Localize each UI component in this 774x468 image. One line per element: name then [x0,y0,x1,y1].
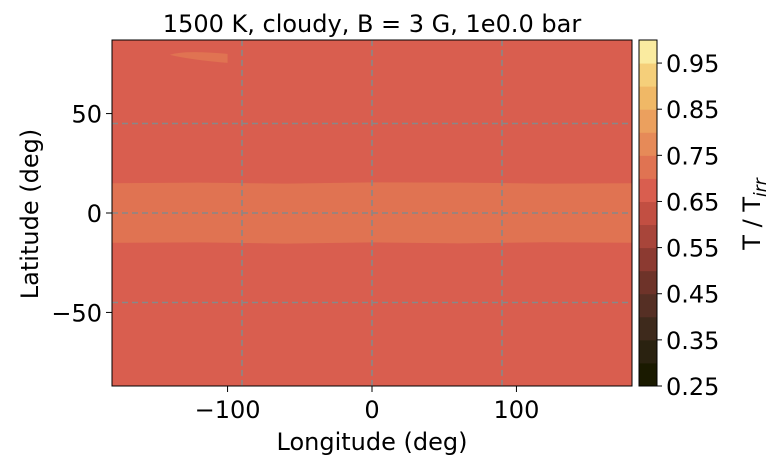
colorbar: 0.95 0.85 0.75 0.65 0.55 0.45 0.35 0.25 T / Tir… [638,39,771,401]
y-axis: 50 0 −50 [51,101,112,327]
colorbar-tick-label: 0.55 [666,235,719,263]
plot-area [111,39,633,387]
colorbar-band [639,132,657,156]
chart-title: 1500 K, cloudy, B = 3 G, 1e0.0 bar [163,10,582,38]
high-latitude-patch [169,52,228,63]
colorbar-tick-label: 0.65 [666,188,719,216]
y-tick-label: 50 [71,101,102,129]
colorbar-band [639,86,657,110]
colorbar-band [639,293,657,318]
colorbar-band [639,362,657,387]
colorbar-band [639,40,657,64]
y-axis-label: Latitude (deg) [16,129,44,299]
colorbar-band [639,224,657,249]
colorbar-label: T / Tirr [738,177,771,250]
x-tick-label: −100 [195,396,261,424]
colorbar-band [639,316,657,341]
colorbar-tick-label: 0.45 [666,281,719,309]
x-axis: −100 0 100 [195,386,540,424]
y-tick-label: 0 [87,200,102,228]
colorbar-band [639,339,657,364]
colorbar-tick-label: 0.85 [666,96,719,124]
colorbar-band [639,178,657,202]
x-axis-label: Longitude (deg) [277,428,468,456]
colorbar-tick-label: 0.95 [666,50,719,78]
colorbar-band [639,109,657,133]
colorbar-bands [639,40,657,387]
colorbar-band [639,155,657,179]
x-tick-label: 0 [364,396,379,424]
y-tick-label: −50 [51,299,102,327]
colorbar-label-main: T / T [738,197,766,251]
colorbar-tick-label: 0.25 [666,373,719,401]
grid-lines [112,40,632,386]
colorbar-label-subscript: irr [751,177,771,197]
colorbar-band [639,201,657,226]
colorbar-tick-label: 0.35 [666,327,719,355]
colorbar-frame [638,39,658,387]
colorbar-tick-label: 0.75 [666,142,719,170]
colorbar-band [639,63,657,87]
colorbar-band [639,270,657,295]
colorbar-ticks: 0.95 0.85 0.75 0.65 0.55 0.45 0.35 0.25 [657,50,719,401]
x-tick-label: 100 [494,396,540,424]
colorbar-band [639,247,657,272]
